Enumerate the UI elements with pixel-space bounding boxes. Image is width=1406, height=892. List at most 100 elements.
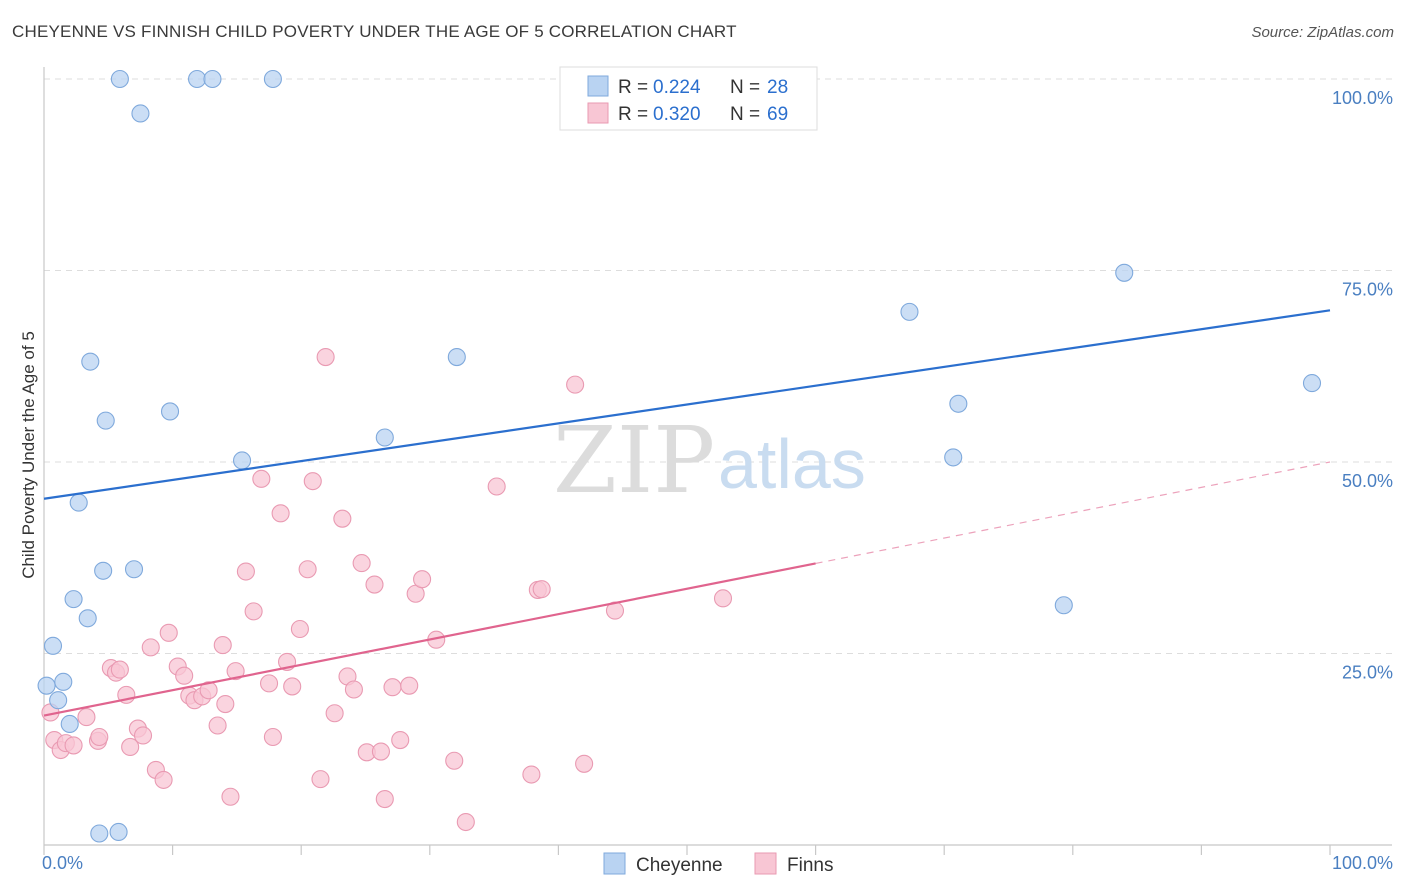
finns-point-10 [110,660,129,679]
legend-swatch-cheyenne [587,75,609,97]
legend-n-value-cheyenne: 28 [767,77,788,98]
cheyenne-point-24 [37,676,56,695]
legend-swatch-finns [587,102,609,124]
cheyenne-point-18 [94,561,113,580]
finns-point-53 [391,731,410,750]
cheyenne-point-4 [131,104,150,123]
trend-lines [43,309,1331,717]
finns-point-35 [271,504,290,523]
cheyenne-point-13 [375,428,394,447]
finns-point-50 [371,742,390,761]
finns-point-27 [216,695,235,714]
cheyenne-point-15 [944,448,963,467]
finns-point-32 [252,469,271,488]
cheyenne-point-26 [60,714,79,734]
finns-point-60 [487,477,506,496]
cheyenne-point-3 [263,69,282,89]
y-tick-labels: 25.0% 50.0% 75.0% 100.0% [1332,88,1393,683]
x-tick-label-min: 0.0% [42,853,83,873]
finns-point-29 [226,662,245,681]
finns-point-18 [159,623,178,642]
cheyenne-point-16 [69,493,88,512]
bottom-legend-swatch-cheyenne [603,852,626,875]
bottom-legend: Cheyenne Finns [603,852,833,876]
cheyenne-point-9 [1302,374,1322,393]
y-tick-label-2: 75.0% [1342,280,1393,300]
finns-point-51 [375,789,394,809]
finns-point-25 [208,716,227,735]
x-tick-label-max: 100.0% [1332,853,1393,873]
cheyenne-point-8 [447,348,466,367]
finns-point-15 [141,638,160,657]
cheyenne-point-25 [49,691,68,710]
bottom-legend-label-cheyenne: Cheyenne [636,855,723,876]
finns-point-52 [383,678,402,697]
finns-point-26 [213,636,232,655]
cheyenne-point-14 [232,451,252,470]
cheyenne-point-5 [1115,263,1134,282]
finns-point-63 [532,580,551,599]
finns-point-4 [64,736,83,755]
watermark-atlas: atlas [718,425,866,503]
data-points [37,69,1322,843]
finns-point-38 [290,619,309,639]
cheyenne-point-27 [90,824,109,843]
cheyenne-point-2 [203,69,222,89]
finns-point-58 [445,751,464,770]
finns-point-65 [575,754,594,773]
finns-point-41 [311,770,330,789]
cheyenne-point-20 [1054,596,1073,615]
finns-point-14 [133,726,153,745]
legend-n-label-cheyenne: N = [730,77,760,98]
cheyenne-point-1 [187,69,207,89]
legend: R = 0.224 N = 28 R = 0.320 N = 69 [559,66,818,131]
legend-n-value-finns: 69 [767,104,788,125]
finns-point-49 [365,575,384,594]
finns-point-54 [400,676,419,695]
finns-point-59 [456,812,475,832]
finns-point-46 [344,680,363,699]
legend-r-value-finns: 0.320 [653,104,701,125]
finns-point-56 [413,570,432,589]
watermark-zip: ZIP [553,407,715,514]
finns-point-42 [316,348,335,367]
cheyenne-point-7 [81,352,100,371]
finns-point-67 [713,589,733,608]
cheyenne-point-22 [43,636,63,655]
finns-point-28 [221,787,240,806]
y-tick-label-1: 50.0% [1342,471,1393,491]
cheyenne-point-12 [96,411,115,430]
finns-point-61 [522,765,541,784]
cheyenne-point-0 [110,69,129,89]
finns-point-40 [303,472,322,491]
finns-point-47 [352,554,371,573]
finns-point-5 [77,708,96,727]
cheyenne-point-10 [949,394,968,413]
legend-r-value-cheyenne: 0.224 [653,77,701,98]
bottom-legend-label-finns: Finns [787,855,833,876]
finns-point-37 [283,677,302,696]
chart-title: CHEYENNE VS FINNISH CHILD POVERTY UNDER … [12,22,737,41]
y-axis-label: Child Poverty Under the Age of 5 [19,331,38,579]
y-tick-label-3: 100.0% [1332,88,1393,108]
cheyenne-point-17 [124,560,144,579]
finns-trend-extension [815,461,1331,565]
cheyenne-trend-line [43,309,1331,500]
finns-point-44 [333,509,352,528]
finns-point-24 [199,681,218,700]
legend-r-label-finns: R = [618,104,648,125]
legend-r-label-cheyenne: R = [618,77,648,98]
cheyenne-point-28 [109,822,128,842]
finns-trend-line [43,562,816,717]
cheyenne-point-21 [78,609,97,628]
legend-n-label-finns: N = [730,104,760,125]
cheyenne-point-11 [160,402,180,421]
finns-point-43 [325,704,344,723]
cheyenne-point-19 [64,590,83,609]
finns-point-7 [90,727,109,747]
finns-point-39 [298,560,317,579]
finns-point-31 [244,602,263,621]
finns-point-33 [259,674,279,693]
finns-point-17 [154,770,173,789]
